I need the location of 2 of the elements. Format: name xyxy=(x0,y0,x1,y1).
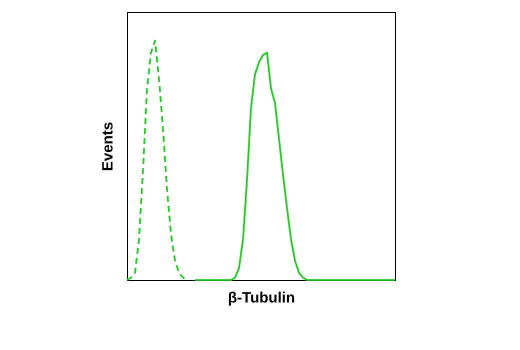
x-axis-title: β-Tubulin xyxy=(228,290,296,306)
y-axis-title: Events xyxy=(100,122,116,172)
